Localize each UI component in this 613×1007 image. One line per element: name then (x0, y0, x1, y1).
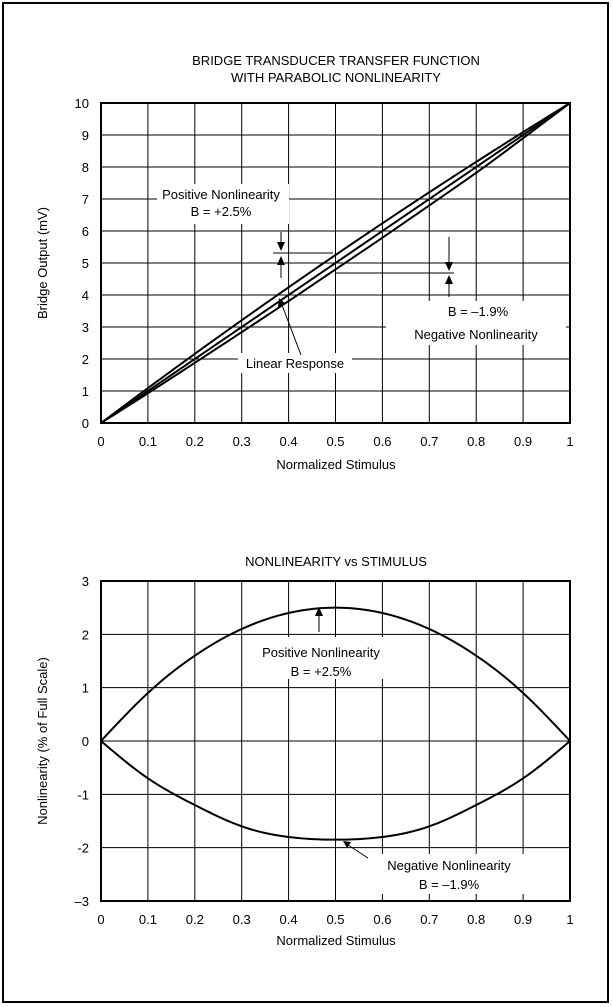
chart2-x-tick-label: 0.2 (186, 912, 204, 927)
chart2-x-tick-label: 0 (97, 912, 104, 927)
chart2-title: NONLINEARITY vs STIMULUS (245, 554, 427, 569)
chart1-y-tick-label: 8 (82, 160, 89, 175)
chart2-annotation-positive-bg (245, 637, 395, 679)
chart1-dimension-arrow-up-right-icon (445, 275, 453, 284)
chart2-annotation-positive-line2: B = +2.5% (291, 664, 352, 679)
chart1-y-tick-label: 7 (82, 192, 89, 207)
chart2-series-line-1 (100, 606, 571, 742)
chart2-x-tick-label: 0.3 (233, 912, 251, 927)
chart1-annotation-positive-line1: Positive Nonlinearity (162, 187, 280, 202)
chart1-annotation-linear-arrow-icon (278, 298, 286, 307)
chart2-x-tick-label: 0.5 (326, 912, 344, 927)
chart1-x-tick-label: 0.5 (326, 434, 344, 449)
chart2-x-tick-label: 0.7 (420, 912, 438, 927)
chart2-annotation-negative-leader (347, 844, 372, 861)
chart1-dimension-arrow-down-left-icon (277, 242, 285, 251)
chart1-x-tick-label: 1 (566, 434, 573, 449)
chart2-annotation-negative-line1: Negative Nonlinearity (387, 858, 511, 873)
chart2-y-tick-label: 3 (82, 574, 89, 589)
chart1-y-tick-label: 6 (82, 224, 89, 239)
chart2-y-tick-label: –3 (75, 894, 89, 909)
chart2-y-tick-label: 0 (82, 734, 89, 749)
chart1-series-line-1 (100, 102, 571, 424)
chart1-annotation-linear-bg (238, 353, 352, 373)
chart1-y-tick-label: 5 (82, 256, 89, 271)
chart2: NONLINEARITY vs STIMULUS 0 0.1 0.2 0.3 0.4 0.… (35, 554, 574, 948)
chart1-x-tick-label: 0.1 (139, 434, 157, 449)
chart2-annotation-negative-bg (368, 854, 528, 894)
chart2-annotation-negative-line2: B = –1.9% (419, 877, 480, 892)
chart1-annotation-positive-bg (157, 184, 289, 224)
chart1-x-tick-label: 0.3 (233, 434, 251, 449)
chart2-y-axis-label: Nonlinearity (% of Full Scale) (35, 657, 50, 825)
chart2-x-tick-label: 0.9 (514, 912, 532, 927)
chart1-dimension-arrow-up-left-icon (277, 256, 285, 265)
chart1-plot-border (100, 102, 571, 424)
chart2-x-tick-label: 0.4 (280, 912, 298, 927)
chart1-annotation-linear-text: Linear Response (246, 356, 344, 371)
chart1-x-tick-label: 0.9 (514, 434, 532, 449)
chart2-y-tick-label: 1 (82, 681, 89, 696)
chart1-x-tick-label: 0 (97, 434, 104, 449)
chart1-annotation-negative-bg (386, 301, 566, 345)
chart2-x-tick-label: 1 (566, 912, 573, 927)
chart1-x-tick-label: 0.8 (467, 434, 485, 449)
chart2-x-tick-label: 0.8 (467, 912, 485, 927)
chart1-y-tick-label: 9 (82, 128, 89, 143)
chart1-series-line-3 (100, 102, 571, 424)
chart1-y-tick-label: 1 (82, 384, 89, 399)
chart1-x-tick-label: 0.7 (420, 434, 438, 449)
chart2-y-tick-label: -1 (77, 787, 89, 802)
chart1-y-tick-label: 2 (82, 352, 89, 367)
chart2-y-tick-label: 2 (82, 627, 89, 642)
chart1-x-tick-label: 0.6 (373, 434, 391, 449)
chart1-y-tick-label: 0 (82, 416, 89, 431)
chart2-x-tick-label: 0.6 (373, 912, 391, 927)
chart1-annotation-negative-line2: Negative Nonlinearity (414, 327, 538, 342)
chart2-annotation-negative-arrow-icon (343, 841, 351, 848)
chart2-y-tick-label: -2 (77, 841, 89, 856)
chart1-x-tick-label: 0.2 (186, 434, 204, 449)
chart1-y-tick-label: 4 (82, 288, 89, 303)
chart1-annotation-positive-line2: B = +2.5% (191, 204, 252, 219)
chart1-annotation-linear-leader (281, 304, 302, 356)
chart2-annotation-positive-line1: Positive Nonlinearity (262, 645, 380, 660)
chart1-y-tick-label: 10 (75, 96, 89, 111)
chart1-title-line2: WITH PARABOLIC NONLINEARITY (231, 70, 441, 85)
chart1: BRIDGE TRANSDUCER TRANSFER FUNCTION WITH… (35, 53, 574, 472)
chart2-x-tick-label: 0.1 (139, 912, 157, 927)
chart1-y-tick-label: 3 (82, 320, 89, 335)
chart2-x-axis-label: Normalized Stimulus (276, 933, 396, 948)
chart1-y-axis-label: Bridge Output (mV) (35, 207, 50, 319)
chart1-title-line1: BRIDGE TRANSDUCER TRANSFER FUNCTION (192, 53, 480, 68)
chart1-x-axis-label: Normalized Stimulus (276, 457, 396, 472)
chart1-x-tick-label: 0.4 (280, 434, 298, 449)
chart1-annotation-negative-line1: B = –1.9% (448, 304, 509, 319)
chart1-dimension-arrow-down-right-icon (445, 262, 453, 271)
chart2-plot-border (100, 580, 571, 902)
chart2-annotation-positive-arrow-icon (315, 607, 323, 616)
chart1-series-line-2 (100, 102, 571, 424)
chart2-series-line-2 (100, 740, 571, 841)
